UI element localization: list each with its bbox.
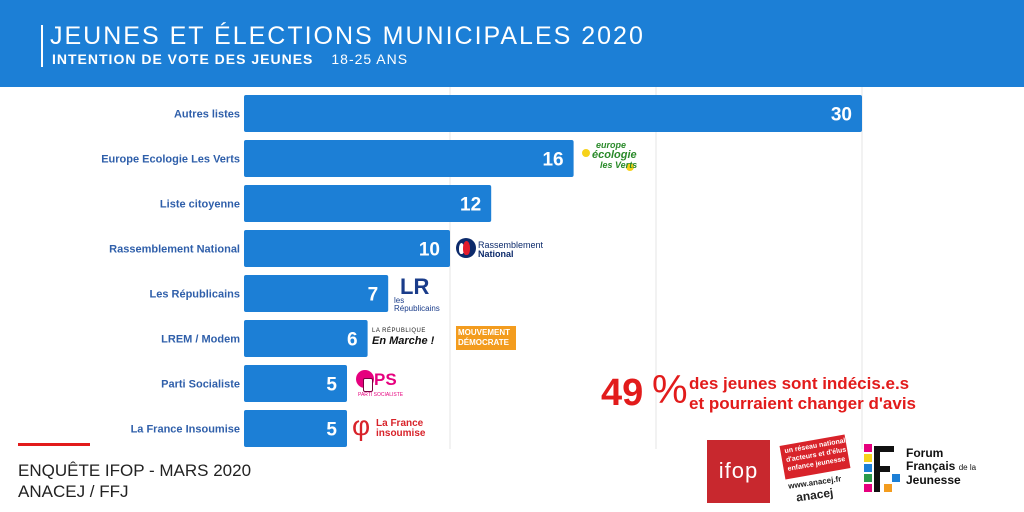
ffj-logo: Forum Français de la Jeunesse	[864, 444, 984, 500]
header-accent-line	[41, 25, 43, 67]
rn-line1: Rassemblement	[478, 240, 544, 250]
bar	[244, 275, 389, 312]
source-line1: ENQUÊTE IFOP - MARS 2020	[18, 461, 252, 480]
category-label: Liste citoyenne	[160, 199, 240, 211]
phi-icon: φ	[352, 410, 371, 441]
category-label: Autres listes	[174, 109, 240, 121]
flame-icon	[456, 238, 476, 258]
header-banner: JEUNES ET ÉLECTIONS MUNICIPALES 2020 INT…	[0, 0, 1024, 87]
source-line2: ANACEJ / FFJ	[18, 482, 129, 501]
bar-value-label: 30	[831, 105, 852, 126]
ffj-line2: Français de la	[906, 459, 976, 473]
ps-line2: PARTI SOCIALISTE	[358, 392, 404, 398]
anacej-logo: un réseau national d'acteurs et d'élus e…	[778, 434, 854, 506]
page-subtitle: INTENTION DE VOTE DES JEUNES 18-25 ANS	[52, 51, 408, 67]
category-label: Rassemblement National	[109, 244, 240, 256]
stat-value: 49	[601, 372, 644, 414]
bar	[244, 320, 368, 357]
lr-line1: les	[394, 296, 405, 305]
eelv-logo: europe écologie les Verts	[580, 137, 650, 175]
bar-value-label: 12	[460, 195, 481, 216]
em-line1: LA RÉPUBLIQUE	[372, 328, 426, 334]
bar	[244, 95, 862, 132]
category-label: Europe Ecologie Les Verts	[101, 154, 240, 166]
eelv-line1: europe	[596, 140, 627, 150]
bar	[244, 410, 347, 447]
bar-chart: Autres listes 30 Europe Ecologie Les Verts…	[101, 87, 863, 449]
ffj-line1: Forum	[906, 446, 944, 460]
bar-value-label: 7	[368, 285, 379, 306]
modem-logo: MOUVEMENT DÉMOCRATE	[456, 326, 516, 350]
rn-line2: National	[478, 249, 514, 259]
category-label: La France Insoumise	[131, 424, 240, 436]
ps-line1: PS	[374, 370, 397, 389]
category-label: Les Républicains	[150, 289, 240, 301]
ffj-line2-small: de la	[958, 463, 977, 472]
ffj-line2-main: Français	[906, 459, 956, 473]
ps-logo: PS PARTI SOCIALISTE	[354, 368, 414, 400]
category-label: Parti Socialiste	[161, 379, 240, 391]
fist-icon	[363, 378, 373, 392]
ifop-logo-text: ifop	[718, 458, 759, 483]
bar	[244, 230, 450, 267]
ifop-logo: ifop	[707, 440, 770, 503]
bar-value-label: 10	[419, 240, 440, 261]
anacej-badge: un réseau national d'acteurs et d'élus e…	[779, 434, 851, 480]
source-divider	[18, 443, 90, 446]
page-title: JEUNES ET ÉLECTIONS MUNICIPALES 2020	[50, 22, 645, 50]
lfi-line1: La France	[376, 418, 424, 429]
lfi-logo: φ La France insoumise	[352, 410, 432, 442]
age-range: 18-25 ANS	[331, 51, 409, 67]
category-label: LREM / Modem	[161, 334, 240, 346]
lr-line2: Républicains	[394, 304, 440, 313]
ffj-line3: Jeunesse	[906, 473, 961, 487]
stat-unit: %	[652, 368, 688, 412]
subtitle-text: INTENTION DE VOTE DES JEUNES	[52, 51, 314, 67]
bar	[244, 140, 574, 177]
bar	[244, 185, 492, 222]
bar-value-label: 5	[326, 420, 337, 441]
sunflower-icon	[582, 149, 634, 171]
stat-line1: des jeunes sont indécis.e.s	[689, 374, 910, 393]
em-line2: En Marche !	[372, 335, 435, 347]
modem-line2: DÉMOCRATE	[458, 338, 509, 347]
rn-logo: Rassemblement National	[456, 236, 556, 262]
lr-logo: LR les Républicains	[388, 274, 448, 314]
bar-value-label: 5	[326, 375, 337, 396]
bar-value-label: 6	[347, 330, 358, 351]
eelv-line3: les Verts	[600, 160, 638, 170]
bar	[244, 365, 347, 402]
modem-line1: MOUVEMENT	[458, 328, 510, 337]
lr-mark: LR	[400, 274, 430, 299]
stat-line2: et pourraient changer d'avis	[689, 394, 916, 413]
lfi-line2: insoumise	[376, 428, 426, 439]
em-logo: LA RÉPUBLIQUE En Marche !	[372, 328, 450, 350]
bar-value-label: 16	[542, 150, 563, 171]
eelv-line2: écologie	[592, 149, 637, 161]
